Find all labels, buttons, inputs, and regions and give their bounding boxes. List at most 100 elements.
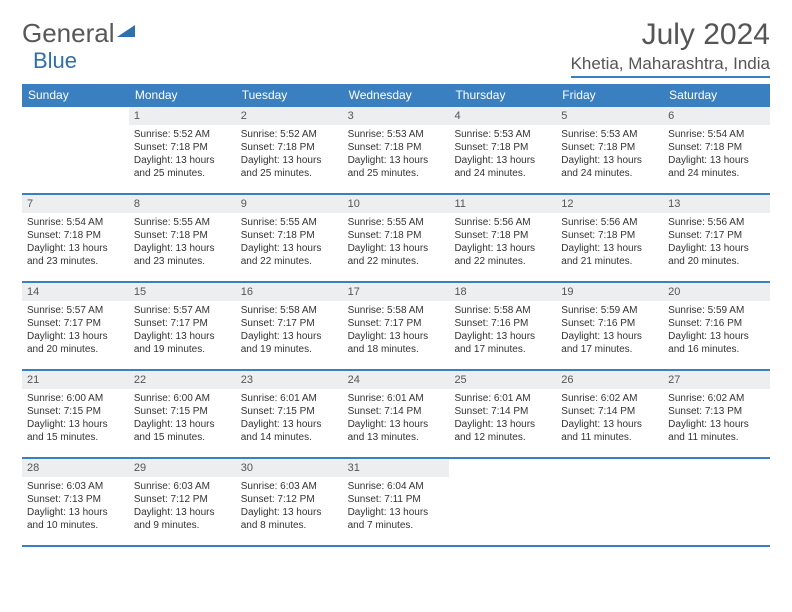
day-number: 22 — [129, 371, 236, 389]
day-number: 19 — [556, 283, 663, 301]
daylight-line: Daylight: 13 hours and 25 minutes. — [134, 154, 231, 180]
daylight-line: Daylight: 13 hours and 22 minutes. — [241, 242, 338, 268]
sunset-line: Sunset: 7:18 PM — [348, 141, 445, 154]
day-body: Sunrise: 6:04 AMSunset: 7:11 PMDaylight:… — [343, 477, 450, 536]
sunset-line: Sunset: 7:17 PM — [241, 317, 338, 330]
sunrise-line: Sunrise: 5:55 AM — [241, 216, 338, 229]
calendar-day: 30Sunrise: 6:03 AMSunset: 7:12 PMDayligh… — [236, 459, 343, 545]
daylight-line: Daylight: 13 hours and 12 minutes. — [454, 418, 551, 444]
day-number: 26 — [556, 371, 663, 389]
sunrise-line: Sunrise: 6:00 AM — [134, 392, 231, 405]
calendar-day — [449, 459, 556, 545]
calendar-week: 28Sunrise: 6:03 AMSunset: 7:13 PMDayligh… — [22, 459, 770, 547]
sunset-line: Sunset: 7:14 PM — [561, 405, 658, 418]
weekday-header: Friday — [556, 84, 663, 107]
sunset-line: Sunset: 7:18 PM — [241, 229, 338, 242]
sunset-line: Sunset: 7:15 PM — [27, 405, 124, 418]
calendar-day: 19Sunrise: 5:59 AMSunset: 7:16 PMDayligh… — [556, 283, 663, 369]
sunset-line: Sunset: 7:12 PM — [134, 493, 231, 506]
sunset-line: Sunset: 7:12 PM — [241, 493, 338, 506]
sunrise-line: Sunrise: 5:59 AM — [668, 304, 765, 317]
daylight-line: Daylight: 13 hours and 13 minutes. — [348, 418, 445, 444]
calendar-day: 31Sunrise: 6:04 AMSunset: 7:11 PMDayligh… — [343, 459, 450, 545]
sunset-line: Sunset: 7:18 PM — [348, 229, 445, 242]
sunset-line: Sunset: 7:16 PM — [561, 317, 658, 330]
day-body: Sunrise: 6:01 AMSunset: 7:14 PMDaylight:… — [449, 389, 556, 448]
day-number: 11 — [449, 195, 556, 213]
daylight-line: Daylight: 13 hours and 24 minutes. — [668, 154, 765, 180]
daylight-line: Daylight: 13 hours and 22 minutes. — [348, 242, 445, 268]
calendar-day: 8Sunrise: 5:55 AMSunset: 7:18 PMDaylight… — [129, 195, 236, 281]
day-body: Sunrise: 6:01 AMSunset: 7:15 PMDaylight:… — [236, 389, 343, 448]
sunrise-line: Sunrise: 6:02 AM — [561, 392, 658, 405]
daylight-line: Daylight: 13 hours and 15 minutes. — [134, 418, 231, 444]
calendar-day: 26Sunrise: 6:02 AMSunset: 7:14 PMDayligh… — [556, 371, 663, 457]
calendar-day: 7Sunrise: 5:54 AMSunset: 7:18 PMDaylight… — [22, 195, 129, 281]
sunrise-line: Sunrise: 6:01 AM — [348, 392, 445, 405]
sunrise-line: Sunrise: 5:57 AM — [27, 304, 124, 317]
calendar: SundayMondayTuesdayWednesdayThursdayFrid… — [22, 84, 770, 547]
day-body: Sunrise: 5:59 AMSunset: 7:16 PMDaylight:… — [663, 301, 770, 360]
sunrise-line: Sunrise: 5:52 AM — [134, 128, 231, 141]
calendar-day: 17Sunrise: 5:58 AMSunset: 7:17 PMDayligh… — [343, 283, 450, 369]
day-number: 3 — [343, 107, 450, 125]
day-body: Sunrise: 5:55 AMSunset: 7:18 PMDaylight:… — [129, 213, 236, 272]
day-number: 8 — [129, 195, 236, 213]
sunset-line: Sunset: 7:18 PM — [241, 141, 338, 154]
sunset-line: Sunset: 7:13 PM — [27, 493, 124, 506]
sunrise-line: Sunrise: 6:01 AM — [454, 392, 551, 405]
sunrise-line: Sunrise: 6:03 AM — [27, 480, 124, 493]
calendar-day: 23Sunrise: 6:01 AMSunset: 7:15 PMDayligh… — [236, 371, 343, 457]
logo-text-2: Blue — [33, 48, 77, 74]
sunrise-line: Sunrise: 5:54 AM — [27, 216, 124, 229]
calendar-week: 7Sunrise: 5:54 AMSunset: 7:18 PMDaylight… — [22, 195, 770, 283]
day-number: 25 — [449, 371, 556, 389]
day-number: 1 — [129, 107, 236, 125]
day-number: 10 — [343, 195, 450, 213]
day-number: 9 — [236, 195, 343, 213]
day-body: Sunrise: 6:00 AMSunset: 7:15 PMDaylight:… — [22, 389, 129, 448]
daylight-line: Daylight: 13 hours and 21 minutes. — [561, 242, 658, 268]
month-title: July 2024 — [571, 18, 770, 52]
daylight-line: Daylight: 13 hours and 14 minutes. — [241, 418, 338, 444]
sunset-line: Sunset: 7:16 PM — [454, 317, 551, 330]
daylight-line: Daylight: 13 hours and 23 minutes. — [27, 242, 124, 268]
day-number: 2 — [236, 107, 343, 125]
sunrise-line: Sunrise: 5:56 AM — [668, 216, 765, 229]
location-label: Khetia, Maharashtra, India — [571, 54, 770, 78]
day-number: 23 — [236, 371, 343, 389]
daylight-line: Daylight: 13 hours and 20 minutes. — [27, 330, 124, 356]
day-number: 21 — [22, 371, 129, 389]
calendar-day: 16Sunrise: 5:58 AMSunset: 7:17 PMDayligh… — [236, 283, 343, 369]
day-body: Sunrise: 5:56 AMSunset: 7:18 PMDaylight:… — [556, 213, 663, 272]
calendar-day: 22Sunrise: 6:00 AMSunset: 7:15 PMDayligh… — [129, 371, 236, 457]
calendar-day: 4Sunrise: 5:53 AMSunset: 7:18 PMDaylight… — [449, 107, 556, 193]
day-body: Sunrise: 5:59 AMSunset: 7:16 PMDaylight:… — [556, 301, 663, 360]
calendar-day: 2Sunrise: 5:52 AMSunset: 7:18 PMDaylight… — [236, 107, 343, 193]
day-number: 30 — [236, 459, 343, 477]
day-number: 14 — [22, 283, 129, 301]
sunrise-line: Sunrise: 6:02 AM — [668, 392, 765, 405]
sunset-line: Sunset: 7:13 PM — [668, 405, 765, 418]
daylight-line: Daylight: 13 hours and 15 minutes. — [27, 418, 124, 444]
sunset-line: Sunset: 7:18 PM — [668, 141, 765, 154]
sunset-line: Sunset: 7:17 PM — [27, 317, 124, 330]
sunrise-line: Sunrise: 6:03 AM — [134, 480, 231, 493]
sunset-line: Sunset: 7:11 PM — [348, 493, 445, 506]
sunrise-line: Sunrise: 5:56 AM — [561, 216, 658, 229]
sunset-line: Sunset: 7:18 PM — [561, 229, 658, 242]
day-body: Sunrise: 6:03 AMSunset: 7:13 PMDaylight:… — [22, 477, 129, 536]
calendar-week: 1Sunrise: 5:52 AMSunset: 7:18 PMDaylight… — [22, 107, 770, 195]
daylight-line: Daylight: 13 hours and 16 minutes. — [668, 330, 765, 356]
daylight-line: Daylight: 13 hours and 8 minutes. — [241, 506, 338, 532]
calendar-day — [22, 107, 129, 193]
day-number: 4 — [449, 107, 556, 125]
weekday-header-row: SundayMondayTuesdayWednesdayThursdayFrid… — [22, 84, 770, 107]
day-body: Sunrise: 5:54 AMSunset: 7:18 PMDaylight:… — [22, 213, 129, 272]
day-body: Sunrise: 5:54 AMSunset: 7:18 PMDaylight:… — [663, 125, 770, 184]
day-number: 24 — [343, 371, 450, 389]
sunset-line: Sunset: 7:17 PM — [668, 229, 765, 242]
sunrise-line: Sunrise: 5:53 AM — [454, 128, 551, 141]
daylight-line: Daylight: 13 hours and 20 minutes. — [668, 242, 765, 268]
day-body: Sunrise: 5:53 AMSunset: 7:18 PMDaylight:… — [449, 125, 556, 184]
